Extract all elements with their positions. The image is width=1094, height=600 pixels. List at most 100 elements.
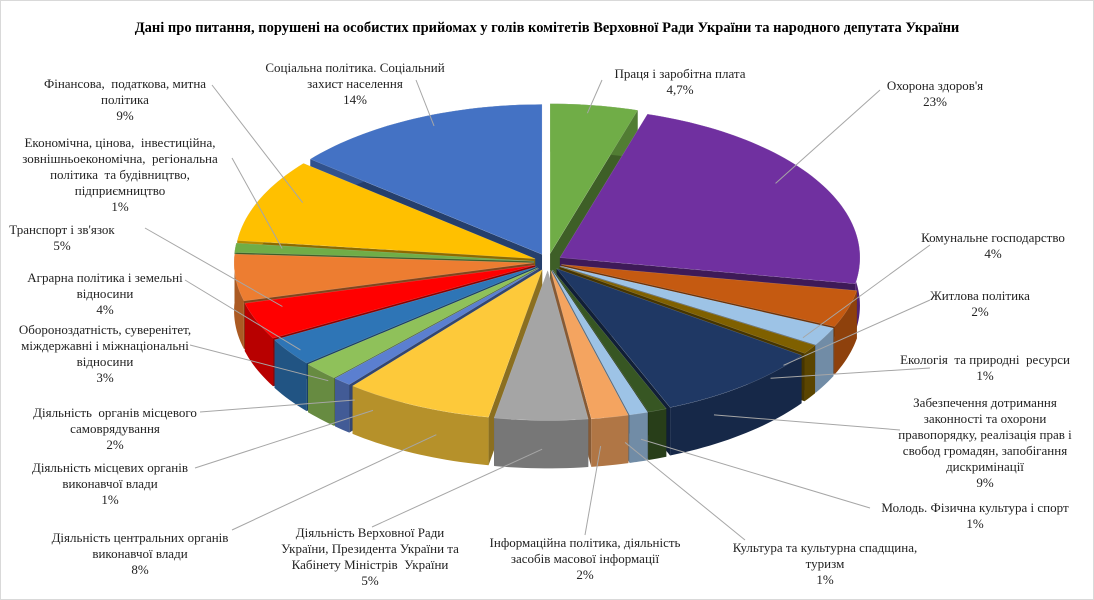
- pie-slice: [237, 163, 536, 259]
- data-label-category: Молодь. Фізична культура і спорт: [881, 500, 1069, 515]
- leader-line: [775, 89, 881, 184]
- data-label: Комунальне господарство 4%: [793, 230, 1094, 262]
- leader-line: [713, 414, 901, 431]
- data-label-value: 14%: [343, 92, 367, 107]
- slice-outer-side: [352, 385, 489, 466]
- data-label-value: 23%: [923, 94, 947, 109]
- data-label-category: Фінансова, податкова, митна політика: [43, 76, 207, 107]
- data-label-category: Комунальне господарство: [921, 230, 1065, 245]
- data-label: Молодь. Фізична культура і спорт 1%: [775, 500, 1094, 532]
- data-label: Діяльність місцевих органів виконавчої в…: [0, 460, 310, 508]
- data-label-value: 3%: [96, 370, 114, 385]
- data-label-value: 9%: [976, 475, 994, 490]
- pie-slice: [493, 269, 589, 421]
- leader-line: [770, 367, 931, 379]
- pie-slice: [560, 265, 834, 346]
- data-label-value: 5%: [53, 238, 71, 253]
- data-label-category: Економічна, цінова, інвестиційна, зовніш…: [22, 135, 218, 198]
- leader-line: [586, 79, 603, 114]
- slice-outer-side: [244, 303, 274, 387]
- leader-line: [640, 438, 871, 509]
- data-label-value: 1%: [111, 199, 129, 214]
- data-label-category: Культура та культурна спадщина, туризм: [732, 540, 918, 571]
- pie-slice: [561, 264, 858, 327]
- pie-slice: [234, 242, 535, 262]
- slice-outer-side: [494, 417, 589, 469]
- data-label-category: Обороноздатність, суверенітет, міждержав…: [18, 322, 192, 369]
- data-label-value: 4%: [984, 246, 1002, 261]
- data-label-value: 4%: [96, 302, 114, 317]
- data-label-value: 9%: [116, 108, 134, 123]
- data-label-value: 4,7%: [666, 82, 694, 97]
- data-label: Інформаційна політика, діяльність засобі…: [385, 535, 785, 583]
- data-label-value: 2%: [106, 437, 124, 452]
- slice-outer-side: [629, 412, 648, 463]
- leader-line: [371, 448, 543, 528]
- data-label-value: 1%: [966, 516, 984, 531]
- slice-outer-side: [308, 364, 335, 426]
- pie-slice: [233, 253, 535, 302]
- data-label-category: Житлова політика: [930, 288, 1030, 303]
- data-label: Фінансова, податкова, митна політика 9%: [0, 76, 325, 124]
- pie-slice: [309, 104, 543, 255]
- leader-line: [231, 157, 283, 249]
- pie-slice: [559, 266, 816, 354]
- data-label-category: Діяльність центральних органів виконавчо…: [51, 530, 229, 561]
- slice-outer-side: [804, 345, 815, 402]
- data-label-category: Транспорт і зв'язок: [9, 222, 115, 237]
- leader-line: [231, 434, 437, 531]
- data-label: Праця і заробітна плата 4,7%: [480, 66, 880, 98]
- data-label: Аграрна політика і земельні відносини 4%: [0, 270, 305, 318]
- pie-slice: [307, 267, 538, 379]
- data-label-category: Аграрна політика і земельні відносини: [27, 270, 183, 301]
- pie-slice: [334, 268, 539, 385]
- leader-line: [211, 84, 304, 204]
- data-label: Економічна, цінова, інвестиційна, зовніш…: [0, 135, 320, 215]
- data-label-category: Забезпечення дотримання законності та ох…: [898, 395, 1072, 474]
- leader-line: [199, 399, 355, 413]
- data-label: Екологія та природні ресурси 1%: [785, 352, 1094, 384]
- data-label: Діяльність центральних органів виконавчо…: [0, 530, 340, 578]
- pie-slice: [551, 269, 649, 416]
- data-label-value: 5%: [361, 573, 379, 588]
- data-label-value: 1%: [101, 492, 119, 507]
- slice-outer-side: [335, 378, 350, 433]
- slice-outer-side: [670, 355, 802, 456]
- slice-outer-side: [234, 254, 244, 349]
- data-label-value: 2%: [971, 304, 989, 319]
- pie-slice: [549, 103, 639, 255]
- leader-line: [802, 244, 931, 339]
- chart-title: Дані про питання, порушені на особистих …: [134, 20, 960, 36]
- data-label-value: 8%: [131, 562, 149, 577]
- slice-outer-side: [274, 339, 307, 412]
- slice-outer-side: [834, 290, 857, 375]
- data-label-category: Діяльність місцевих органів виконавчої в…: [31, 460, 189, 491]
- leader-line: [783, 299, 931, 366]
- data-label: Охорона здоров'я 23%: [735, 78, 1094, 110]
- data-label-category: Праця і заробітна плата: [614, 66, 746, 81]
- leader-line: [415, 79, 435, 127]
- pie-slice: [352, 269, 543, 418]
- data-label-value: 1%: [976, 368, 994, 383]
- data-label-category: Діяльність Верховної Ради України, Прези…: [281, 525, 459, 572]
- pie-slice: [559, 113, 861, 284]
- data-label: Житлова політика 2%: [780, 288, 1094, 320]
- pie-slice: [552, 269, 667, 413]
- data-label: Діяльність Верховної Ради України, Прези…: [170, 525, 570, 589]
- data-label-category: Інформаційна політика, діяльність засобі…: [489, 535, 681, 566]
- data-label: Культура та культурна спадщина, туризм 1…: [625, 540, 1025, 588]
- leader-line: [144, 227, 283, 307]
- leader-line: [189, 344, 329, 382]
- leader-line: [624, 442, 746, 541]
- slice-outer-side: [648, 408, 667, 461]
- data-label-category: Екологія та природні ресурси: [900, 352, 1070, 367]
- data-label: Соціальна політика. Соціальний захист на…: [155, 60, 555, 108]
- data-label: Діяльність органів місцевого самоврядува…: [0, 405, 315, 453]
- pie-slice: [244, 264, 536, 339]
- pie-slice: [550, 270, 629, 420]
- data-label-category: Охорона здоров'я: [886, 78, 984, 93]
- data-label: Транспорт і зв'язок 5%: [0, 222, 262, 254]
- data-label-category: Соціальна політика. Соціальний захист на…: [265, 60, 445, 91]
- slice-outer-side: [591, 415, 629, 467]
